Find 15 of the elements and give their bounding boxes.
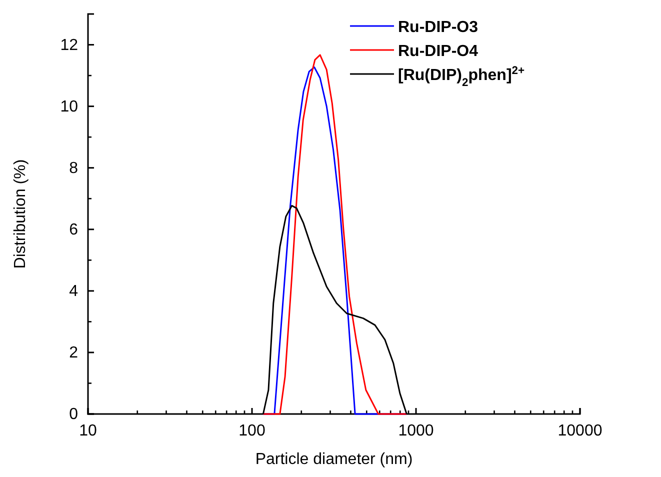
x-tick-label: 1000: [398, 422, 434, 440]
y-tick-label: 4: [69, 283, 78, 300]
y-tick-label: 8: [69, 160, 78, 177]
y-axis-title: Distribution (%): [12, 159, 29, 269]
x-tick-label: 10000: [558, 422, 602, 440]
y-tick-label: 6: [69, 222, 78, 239]
legend-label: [Ru(DIP)$_{2}$phen]$^{2+}$: [398, 65, 525, 89]
legend-label: Ru-DIP-O3: [398, 19, 478, 36]
x-axis-title: Particle diameter (nm): [255, 451, 413, 468]
y-tick-label: 12: [60, 36, 78, 54]
y-tick-label: 10: [60, 98, 78, 116]
x-tick-label: 100: [238, 422, 266, 440]
y-tick-label: 0: [69, 406, 78, 424]
y-tick-label: 2: [69, 344, 78, 362]
legend-label: Ru-DIP-O4: [398, 43, 478, 60]
